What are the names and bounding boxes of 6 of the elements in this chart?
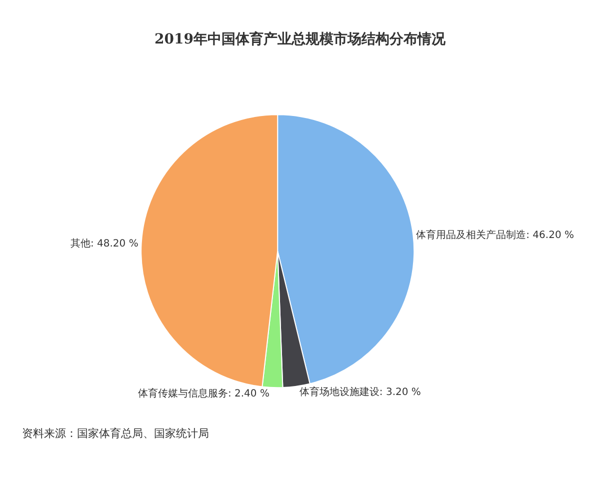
text: 资料来源：国家体育总局、国家统计局 [22, 427, 209, 440]
slice-label: 其他: 48.20 % [70, 237, 138, 250]
slice-label: 体育场地设施建设: 3.20 % [299, 386, 421, 398]
slice-label: 体育传媒与信息服务: 2.40 % [138, 387, 270, 400]
chart-title: 2019年中国体育产业总规模市场结构分布情况 [154, 30, 446, 48]
slice-label: 体育用品及相关产品制造: 46.20 % [416, 228, 574, 241]
